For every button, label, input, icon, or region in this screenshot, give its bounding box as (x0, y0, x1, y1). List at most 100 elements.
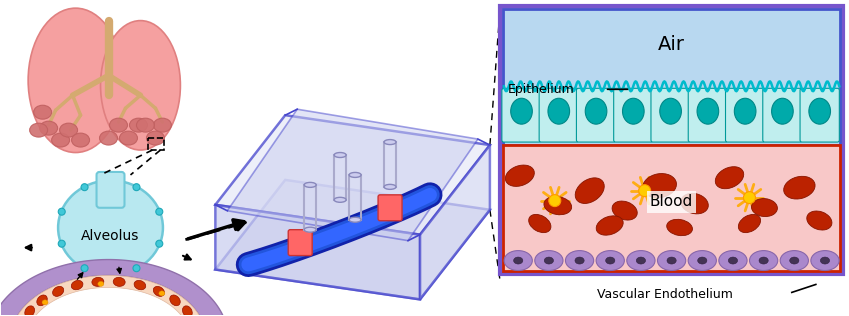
Ellipse shape (71, 280, 83, 290)
Text: Alveolus: Alveolus (82, 229, 140, 243)
Ellipse shape (535, 251, 563, 270)
Polygon shape (420, 145, 490, 299)
Ellipse shape (697, 98, 718, 124)
Ellipse shape (784, 176, 815, 199)
Ellipse shape (612, 201, 638, 220)
Ellipse shape (81, 184, 88, 191)
Ellipse shape (548, 195, 561, 207)
Polygon shape (15, 276, 202, 316)
Ellipse shape (159, 291, 165, 296)
Ellipse shape (154, 286, 165, 296)
Ellipse shape (575, 257, 584, 264)
Ellipse shape (504, 251, 532, 270)
FancyBboxPatch shape (503, 9, 841, 145)
Ellipse shape (110, 118, 127, 132)
Ellipse shape (657, 251, 686, 270)
Ellipse shape (384, 184, 396, 189)
Ellipse shape (170, 295, 180, 306)
Ellipse shape (734, 98, 756, 124)
Ellipse shape (25, 306, 35, 316)
Polygon shape (228, 109, 478, 241)
Ellipse shape (134, 280, 146, 290)
Ellipse shape (92, 277, 104, 286)
FancyBboxPatch shape (97, 172, 125, 208)
FancyBboxPatch shape (800, 88, 840, 142)
Ellipse shape (130, 118, 148, 132)
Ellipse shape (667, 257, 676, 264)
Ellipse shape (59, 123, 77, 137)
Ellipse shape (750, 251, 778, 270)
FancyBboxPatch shape (726, 88, 765, 142)
Ellipse shape (113, 277, 125, 286)
Ellipse shape (156, 208, 163, 215)
FancyBboxPatch shape (503, 145, 841, 271)
Ellipse shape (698, 257, 707, 264)
Ellipse shape (137, 118, 155, 132)
Ellipse shape (790, 257, 799, 264)
FancyBboxPatch shape (378, 195, 402, 221)
Ellipse shape (71, 133, 89, 147)
Ellipse shape (529, 214, 551, 233)
Ellipse shape (147, 131, 165, 145)
Ellipse shape (565, 251, 593, 270)
Ellipse shape (636, 257, 645, 264)
Ellipse shape (772, 98, 793, 124)
FancyBboxPatch shape (576, 88, 616, 142)
Ellipse shape (638, 185, 650, 197)
Ellipse shape (660, 98, 682, 124)
Ellipse shape (811, 251, 839, 270)
Ellipse shape (304, 182, 316, 187)
Ellipse shape (98, 281, 104, 286)
Ellipse shape (40, 121, 58, 135)
FancyBboxPatch shape (500, 6, 843, 275)
Ellipse shape (780, 251, 808, 270)
Ellipse shape (719, 251, 747, 270)
Ellipse shape (544, 257, 554, 264)
Ellipse shape (304, 227, 316, 232)
Ellipse shape (42, 300, 48, 305)
Ellipse shape (384, 140, 396, 144)
Text: Epithelium: Epithelium (508, 83, 575, 96)
Ellipse shape (505, 165, 534, 186)
Ellipse shape (59, 240, 65, 247)
Ellipse shape (751, 198, 778, 216)
Ellipse shape (728, 257, 738, 264)
Ellipse shape (576, 178, 604, 204)
Ellipse shape (100, 21, 180, 150)
Bar (149, 138, 165, 150)
Ellipse shape (335, 197, 346, 202)
Ellipse shape (58, 180, 163, 275)
Polygon shape (0, 259, 223, 316)
Text: Blood: Blood (650, 194, 694, 210)
Ellipse shape (59, 208, 65, 215)
Ellipse shape (548, 98, 570, 124)
Ellipse shape (585, 98, 607, 124)
Ellipse shape (53, 286, 64, 296)
Ellipse shape (809, 98, 830, 124)
FancyBboxPatch shape (288, 230, 312, 256)
Ellipse shape (666, 219, 693, 236)
Ellipse shape (120, 131, 138, 145)
Ellipse shape (544, 197, 571, 215)
Ellipse shape (156, 240, 163, 247)
Ellipse shape (52, 133, 70, 147)
Ellipse shape (596, 216, 623, 235)
Ellipse shape (34, 105, 52, 119)
Ellipse shape (643, 173, 677, 198)
Ellipse shape (154, 118, 171, 132)
Ellipse shape (605, 257, 615, 264)
Ellipse shape (335, 153, 346, 157)
FancyBboxPatch shape (762, 88, 802, 142)
Ellipse shape (514, 257, 523, 264)
Ellipse shape (596, 251, 624, 270)
Ellipse shape (133, 184, 140, 191)
Ellipse shape (349, 173, 361, 177)
Ellipse shape (744, 191, 756, 204)
Ellipse shape (37, 295, 48, 306)
Ellipse shape (689, 251, 717, 270)
Ellipse shape (807, 211, 832, 230)
FancyBboxPatch shape (539, 88, 578, 142)
Ellipse shape (133, 265, 140, 272)
Ellipse shape (681, 193, 708, 214)
Ellipse shape (739, 214, 761, 233)
